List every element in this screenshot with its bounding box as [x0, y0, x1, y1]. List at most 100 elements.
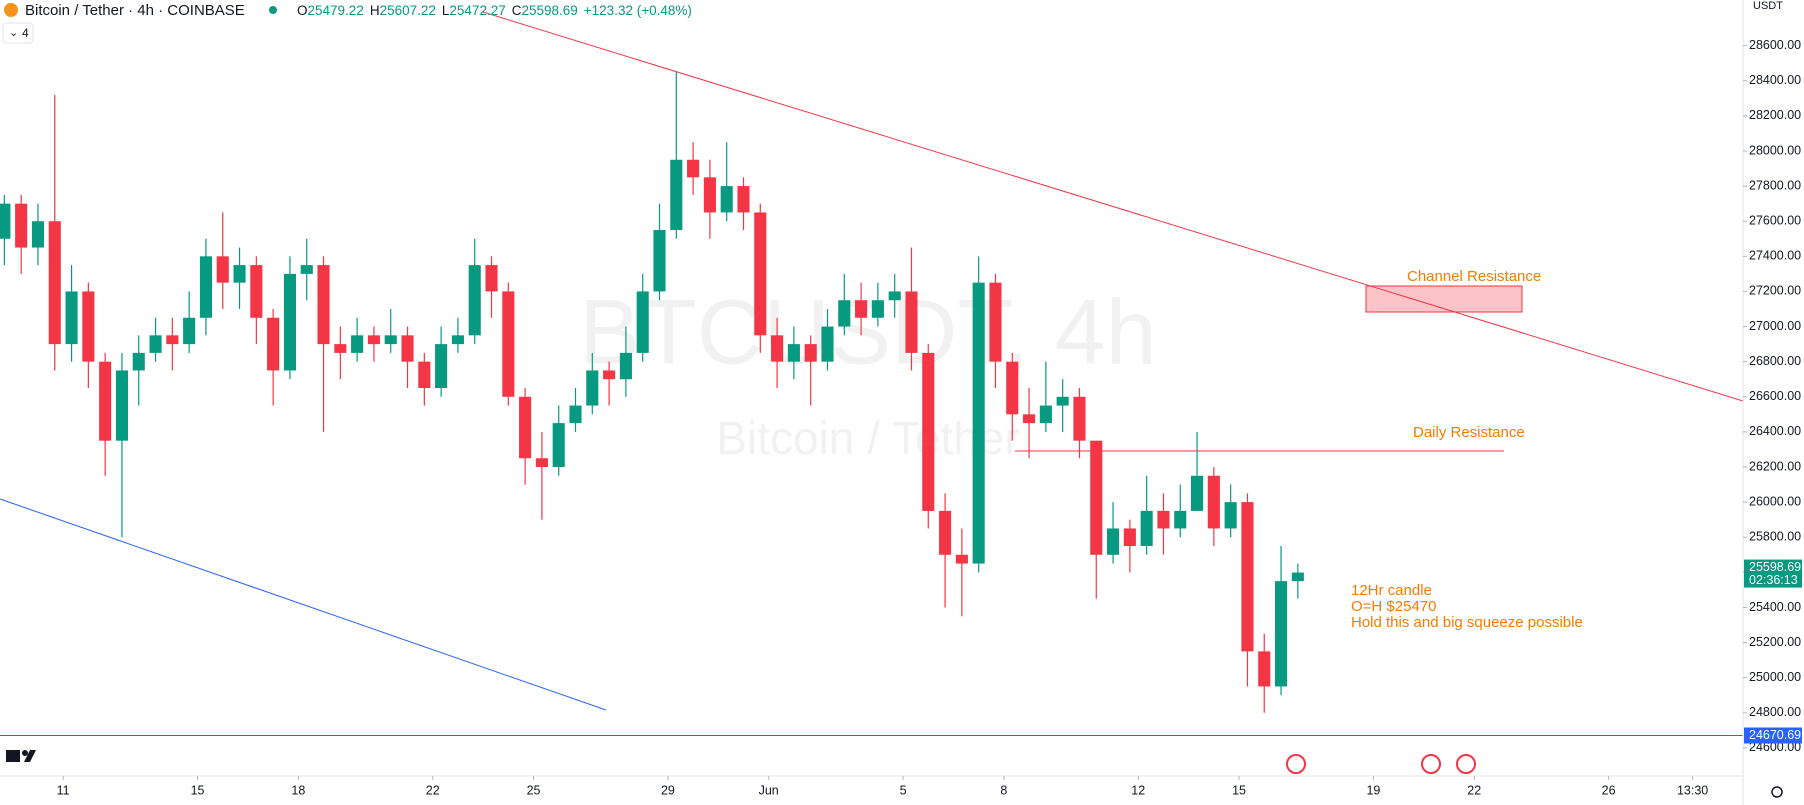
candle-body: [1056, 396, 1069, 406]
x-tick-label: 29: [661, 783, 675, 797]
candle-body: [48, 221, 61, 345]
y-tick-label: 26200.00: [1749, 459, 1801, 473]
x-tick-label: 25: [527, 783, 541, 797]
candle-body: [132, 352, 145, 371]
last-price-box: [1744, 559, 1802, 588]
candle-body: [603, 370, 616, 380]
y-tick-label: 25400.00: [1749, 600, 1801, 614]
watermark-name: Bitcoin / Tether: [716, 412, 1019, 464]
candle-body: [15, 203, 28, 248]
y-tick-label: 25000.00: [1749, 670, 1801, 684]
candle-body: [871, 300, 884, 318]
support-trend-line[interactable]: [0, 498, 607, 711]
candle-body: [451, 335, 464, 345]
change: +123.32 (+0.48%): [584, 3, 692, 18]
candle-body: [569, 405, 582, 424]
ohlc-value: 25607.22: [380, 3, 436, 18]
candle-body: [250, 265, 263, 318]
candle-body: [115, 370, 129, 441]
candle-body: [99, 361, 112, 441]
candle-body: [1274, 581, 1288, 687]
logo-part: [6, 750, 20, 762]
candle-body: [1241, 502, 1254, 652]
candle-body: [888, 291, 901, 301]
candle-body: [367, 335, 380, 345]
candle-body: [0, 203, 11, 239]
candle-body: [653, 229, 666, 292]
candle-body: [468, 265, 481, 336]
candle-body: [334, 344, 347, 353]
y-tick-label: 26600.00: [1749, 389, 1801, 403]
candle-body: [1157, 510, 1170, 529]
candle-body: [804, 344, 817, 362]
tv-logo[interactable]: [6, 750, 36, 762]
indicator-count: 4: [22, 26, 29, 40]
settings-icon[interactable]: [1771, 786, 1783, 798]
daily-resistance-label: Daily Resistance: [1413, 424, 1525, 441]
candle-body: [720, 186, 733, 213]
candle-body: [1123, 528, 1136, 547]
candle-body: [1224, 502, 1237, 529]
candle-body: [821, 326, 834, 362]
candle-body: [1258, 651, 1271, 687]
candle-body: [1090, 440, 1103, 555]
ohlc-value: 25479.22: [308, 3, 364, 18]
candle-body: [82, 291, 95, 362]
x-tick-label: 5: [900, 783, 907, 797]
candle-body: [687, 159, 700, 178]
candle-body: [838, 300, 851, 327]
note-line: 12Hr candle: [1351, 582, 1432, 599]
candle-body: [199, 256, 212, 318]
header: Bitcoin / Tether · 4h · COINBASE O25479.…: [2, 0, 1783, 798]
indicator-toggle[interactable]: [2, 22, 34, 44]
watermark-symbol: BTCUSDT, 4h: [579, 281, 1157, 383]
y-tick-label: 26800.00: [1749, 354, 1801, 368]
candle-body: [619, 352, 632, 380]
ohlc-label: C: [512, 3, 522, 18]
candle-body: [771, 335, 784, 362]
chevron: ⌄: [9, 27, 18, 39]
event-icon[interactable]: [1421, 754, 1441, 774]
watermark: BTCUSDT, 4h Bitcoin / Tether: [579, 281, 1157, 464]
candle-body: [586, 370, 599, 406]
y-tick-label: 24800.00: [1749, 705, 1801, 719]
x-tick-label: 19: [1366, 783, 1380, 797]
y-tick-label: 28000.00: [1749, 143, 1801, 157]
ohlc-label: H: [370, 3, 380, 18]
candle-body: [1107, 528, 1120, 555]
y-tick-label: 26400.00: [1749, 424, 1801, 438]
candle-body: [703, 177, 716, 213]
candle-body: [351, 335, 364, 353]
candle-body: [1174, 510, 1187, 529]
y-tick-label: 27600.00: [1749, 214, 1801, 228]
candle-body: [401, 335, 414, 362]
y-tick-label: 28200.00: [1749, 108, 1801, 122]
symbol-title[interactable]: Bitcoin / Tether · 4h · COINBASE: [25, 2, 245, 19]
candle-body: [1039, 405, 1052, 424]
resistance-zone[interactable]: [1365, 285, 1523, 313]
countdown-label: 02:36:13: [1749, 573, 1798, 587]
logo-part: [22, 750, 28, 756]
candle-body: [754, 212, 767, 336]
currency[interactable]: USDT: [1753, 0, 1783, 12]
market-status[interactable]: [269, 6, 277, 14]
event-icon[interactable]: [1456, 754, 1476, 774]
y-tick-label: 28600.00: [1749, 38, 1801, 52]
candle-body: [787, 344, 800, 362]
candle-body: [216, 256, 229, 283]
x-tick-label: 11: [57, 783, 70, 797]
channel-trend-line[interactable]: [482, 11, 1744, 402]
candle-body: [435, 344, 448, 388]
x-tick-label: 8: [1000, 783, 1007, 797]
ohlc-values: O25479.22 H25607.22 L25472.27 C25598.69 +123…: [297, 3, 692, 18]
event-icon[interactable]: [1286, 754, 1306, 774]
candle-body: [300, 265, 313, 274]
candle-body: [1207, 475, 1220, 529]
ohlc-label: L: [442, 3, 450, 18]
plot-area: [0, 71, 1743, 736]
candle-body: [636, 291, 649, 353]
y-tick-label: 25800.00: [1749, 530, 1801, 544]
candle-body: [384, 335, 397, 345]
x-tick-label: 18: [291, 783, 305, 797]
